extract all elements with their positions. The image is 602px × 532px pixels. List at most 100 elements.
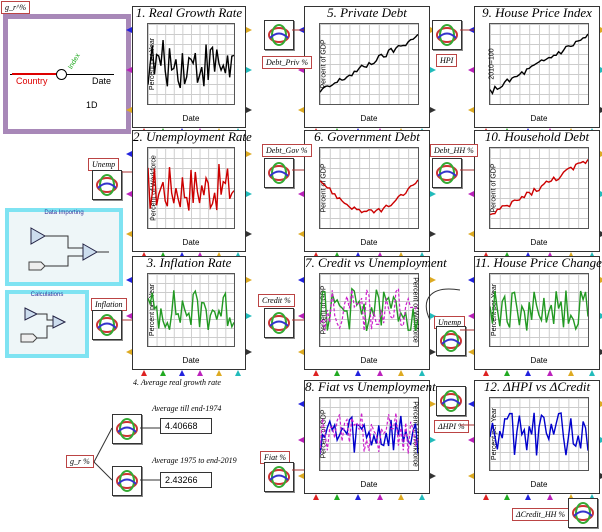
port-triangle[interactable] xyxy=(313,370,319,376)
port-triangle-right[interactable] xyxy=(246,27,252,33)
port-triangle[interactable] xyxy=(567,252,574,258)
port-triangle[interactable] xyxy=(197,370,204,376)
port-triangle-left[interactable] xyxy=(298,27,304,33)
port-triangle[interactable] xyxy=(589,494,595,500)
credit-variable[interactable]: Credit % xyxy=(258,294,295,307)
port-triangle-left[interactable] xyxy=(468,27,474,33)
minsky-godley-icon[interactable] xyxy=(112,414,142,444)
port-triangle-left[interactable] xyxy=(468,191,474,197)
port-triangle-left[interactable] xyxy=(126,27,132,33)
g-r-variable-2[interactable]: g_r % xyxy=(66,455,94,468)
port-triangle[interactable] xyxy=(334,494,341,500)
calculations-group[interactable]: Calculations xyxy=(5,290,89,358)
panel-8[interactable]: 8. Fiat vs Unemployment Percent of GDP Per… xyxy=(298,379,436,500)
port-triangle-right[interactable] xyxy=(246,191,252,197)
port-triangle[interactable] xyxy=(419,494,425,500)
minsky-godley-icon[interactable] xyxy=(264,462,294,492)
minsky-godley-icon[interactable] xyxy=(92,170,122,200)
port-triangle[interactable] xyxy=(197,252,204,258)
port-triangle[interactable] xyxy=(376,370,383,376)
port-triangle[interactable] xyxy=(525,494,532,500)
minsky-godley-icon[interactable] xyxy=(264,308,294,338)
port-triangle-right[interactable] xyxy=(246,67,252,73)
port-triangle[interactable] xyxy=(419,370,425,376)
port-triangle[interactable] xyxy=(567,494,574,500)
panel-5[interactable]: 5. Private Debt Percent of GDP Date xyxy=(298,5,436,134)
port-triangle[interactable] xyxy=(546,494,553,500)
port-triangle-right[interactable] xyxy=(430,67,436,73)
port-triangle[interactable] xyxy=(313,252,319,258)
panel-12[interactable]: 12. ΔHPI vs ΔCredit Percent per Year Date xyxy=(468,379,602,500)
port-triangle[interactable] xyxy=(589,252,595,258)
port-triangle-right[interactable] xyxy=(600,277,602,283)
dhpi-variable[interactable]: ΔHPI % xyxy=(434,420,469,433)
port-triangle-right[interactable] xyxy=(600,473,602,479)
port-triangle[interactable] xyxy=(546,252,553,258)
port-triangle-right[interactable] xyxy=(246,231,252,237)
port-triangle[interactable] xyxy=(504,370,511,376)
port-triangle[interactable] xyxy=(589,370,595,376)
g-r-variable[interactable]: g_r^% xyxy=(1,1,31,14)
panel-11[interactable]: 11. House Price Change Percent per Year Da… xyxy=(468,255,602,376)
port-triangle-right[interactable] xyxy=(600,401,602,407)
origin-circle[interactable] xyxy=(56,69,67,80)
port-triangle[interactable] xyxy=(141,370,147,376)
port-triangle-left[interactable] xyxy=(126,231,132,237)
port-triangle-right[interactable] xyxy=(246,277,252,283)
hpi-variable[interactable]: HPI xyxy=(436,54,458,67)
port-triangle[interactable] xyxy=(546,370,553,376)
port-triangle-left[interactable] xyxy=(126,313,132,319)
port-triangle-left[interactable] xyxy=(126,151,132,157)
port-triangle[interactable] xyxy=(334,252,341,258)
port-triangle-right[interactable] xyxy=(246,151,252,157)
port-triangle[interactable] xyxy=(525,370,532,376)
dcredit-variable[interactable]: ΔCredit_HH % xyxy=(512,508,570,521)
port-triangle[interactable] xyxy=(355,252,362,258)
panel-3[interactable]: 3. Inflation Rate Percent per Year Date xyxy=(126,255,252,376)
debt-hh-variable[interactable]: Debt_HH % xyxy=(430,144,478,157)
panel-2[interactable]: 2. Unemployment Rate Percent of Workforce… xyxy=(126,129,252,258)
port-triangle[interactable] xyxy=(525,252,532,258)
port-triangle-right[interactable] xyxy=(600,437,602,443)
port-triangle-left[interactable] xyxy=(126,277,132,283)
port-triangle[interactable] xyxy=(483,252,489,258)
minsky-godley-icon[interactable] xyxy=(112,466,142,496)
port-triangle-right[interactable] xyxy=(430,231,436,237)
port-triangle[interactable] xyxy=(178,370,185,376)
port-triangle-right[interactable] xyxy=(430,401,436,407)
port-triangle-right[interactable] xyxy=(600,107,602,113)
port-triangle-left[interactable] xyxy=(126,191,132,197)
port-triangle-left[interactable] xyxy=(468,349,474,355)
port-triangle-left[interactable] xyxy=(298,191,304,197)
port-triangle-left[interactable] xyxy=(298,349,304,355)
port-triangle[interactable] xyxy=(178,252,185,258)
panel-9[interactable]: 9. House Price Index 2010=100 Date xyxy=(468,5,602,134)
port-triangle-right[interactable] xyxy=(430,437,436,443)
panel-6[interactable]: 6. Government Debt Percent of GDP Date xyxy=(298,129,436,258)
port-triangle-right[interactable] xyxy=(600,349,602,355)
panel-7[interactable]: 7. Credit vs Unemployment Percent of GDP P… xyxy=(298,255,447,376)
port-triangle[interactable] xyxy=(483,370,489,376)
port-triangle[interactable] xyxy=(235,252,241,258)
port-triangle-right[interactable] xyxy=(600,151,602,157)
port-triangle-left[interactable] xyxy=(298,437,304,443)
port-triangle-right[interactable] xyxy=(246,313,252,319)
port-triangle-right[interactable] xyxy=(430,473,436,479)
port-triangle-right[interactable] xyxy=(430,277,436,283)
port-triangle[interactable] xyxy=(419,252,425,258)
port-triangle-right[interactable] xyxy=(600,27,602,33)
port-triangle-left[interactable] xyxy=(298,107,304,113)
data-importing-group[interactable]: Data Importing xyxy=(5,208,123,286)
port-triangle[interactable] xyxy=(159,370,166,376)
port-triangle-left[interactable] xyxy=(298,67,304,73)
inflation-variable[interactable]: Inflation xyxy=(91,298,127,311)
port-triangle-left[interactable] xyxy=(468,231,474,237)
minsky-godley-icon[interactable] xyxy=(432,20,462,50)
port-triangle[interactable] xyxy=(355,494,362,500)
port-triangle-left[interactable] xyxy=(468,277,474,283)
port-triangle-left[interactable] xyxy=(298,313,304,319)
port-triangle-right[interactable] xyxy=(600,191,602,197)
port-triangle-left[interactable] xyxy=(126,67,132,73)
port-triangle-left[interactable] xyxy=(126,107,132,113)
port-triangle-right[interactable] xyxy=(246,107,252,113)
